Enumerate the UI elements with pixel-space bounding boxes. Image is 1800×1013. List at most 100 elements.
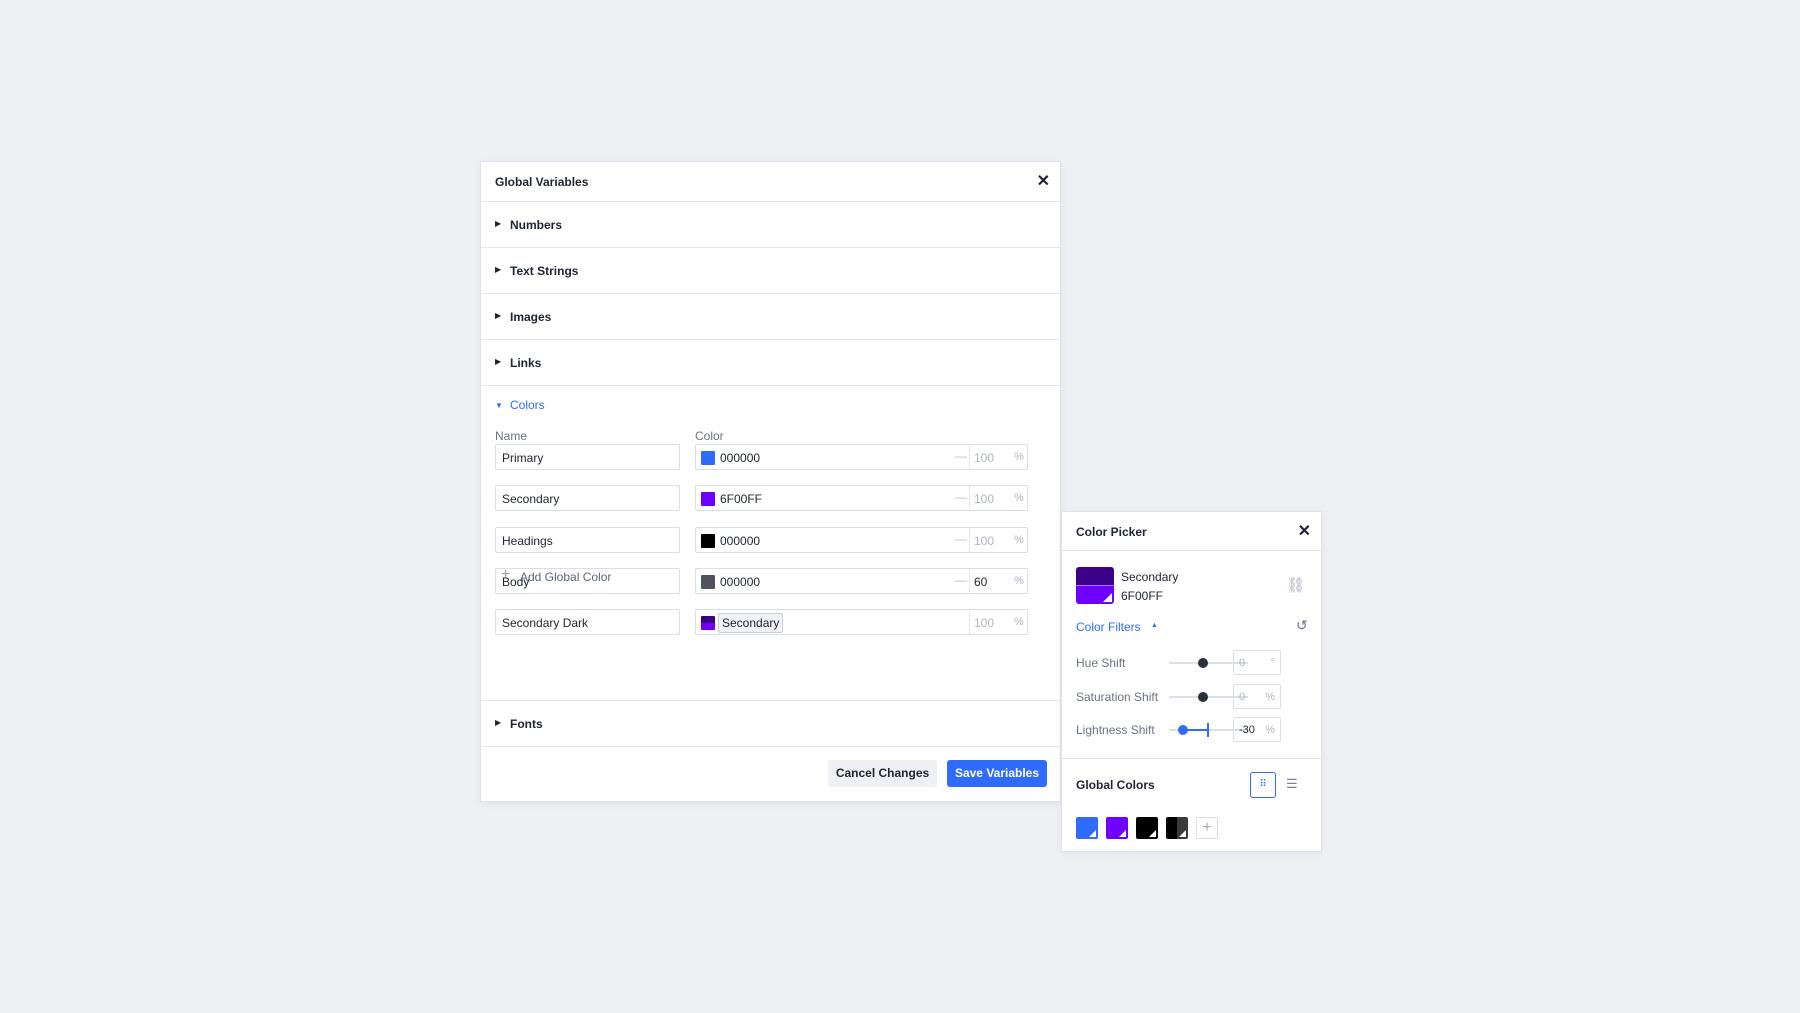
dash: —	[955, 490, 967, 505]
filter-value-input[interactable]: 0 °	[1233, 650, 1281, 675]
filter-value: 0	[1239, 657, 1246, 669]
opacity-value[interactable]: 100	[974, 492, 995, 507]
color-name-input[interactable]: Body	[495, 567, 680, 594]
divider	[969, 486, 970, 511]
list-view-icon[interactable]: ☰	[1286, 776, 1298, 791]
percent-unit: %	[1014, 451, 1024, 463]
opacity-value[interactable]: 60	[974, 574, 988, 589]
filter-unit: °	[1270, 657, 1275, 669]
color-value-input[interactable]: 6F00FF — 100 %	[695, 485, 1028, 512]
dialog-title: Global Variables	[495, 175, 589, 189]
caret-right-icon: ▶	[495, 311, 502, 320]
filter-label: Saturation Shift	[1076, 689, 1159, 704]
section-text-strings[interactable]: ▶ Text Strings	[481, 248, 1060, 294]
percent-unit: %	[1014, 616, 1024, 629]
filter-label: Lightness Shift	[1076, 723, 1155, 737]
divider	[969, 610, 970, 635]
section-links[interactable]: ▶ Links	[481, 340, 1060, 386]
slider-handle[interactable]	[1178, 725, 1188, 735]
opacity-value[interactable]: 100	[974, 533, 995, 548]
unlink-icon[interactable]: ⛓	[1286, 577, 1306, 594]
color-value-input[interactable]: 000000 — 100 %	[695, 444, 1028, 470]
opacity-value[interactable]: 100	[974, 451, 995, 465]
color-name-input[interactable]: Primary	[495, 444, 680, 470]
color-name-input[interactable]: Secondary	[495, 485, 680, 512]
color-value-input[interactable]: 000000 — 60 %	[695, 567, 1028, 594]
color-swatch[interactable]	[701, 492, 715, 507]
filter-value: 0	[1239, 690, 1246, 703]
filter-value-input[interactable]: 0 %	[1233, 683, 1281, 709]
global-variables-dialog: Global Variables ✕ ▶ Numbers ▶ Text String…	[480, 161, 1061, 802]
color-swatch[interactable]	[701, 533, 715, 548]
color-value-input[interactable]: 000000 — 100 %	[695, 526, 1028, 553]
opacity-value[interactable]: 100	[974, 616, 995, 631]
filter-label: Hue Shift	[1076, 656, 1126, 670]
global-color-swatch[interactable]	[1076, 817, 1098, 839]
filter-slider[interactable]	[1169, 723, 1248, 737]
filter-slider[interactable]	[1169, 658, 1248, 668]
caret-up-icon: ▲	[1151, 622, 1158, 629]
plus-icon: +	[501, 566, 511, 583]
section-label: Links	[510, 356, 542, 370]
hex-value: 000000	[720, 451, 761, 465]
cancel-changes-button[interactable]: Cancel Changes	[828, 760, 937, 787]
dash: —	[955, 531, 967, 546]
name-value: Secondary	[502, 492, 560, 507]
color-swatch[interactable]	[701, 616, 715, 631]
section-label: Text Strings	[510, 264, 579, 278]
hex-value: 000000	[720, 533, 761, 548]
name-value: Primary	[502, 451, 544, 465]
color-swatch[interactable]	[701, 574, 715, 589]
add-swatch-button[interactable]: +	[1196, 817, 1218, 839]
linked-variable-tag[interactable]: Secondary	[718, 613, 784, 634]
add-global-color-button[interactable]: Add Global Color	[520, 570, 612, 584]
name-value: Secondary Dark	[502, 616, 589, 631]
filter-slider[interactable]	[1169, 691, 1248, 702]
filter-unit: %	[1265, 724, 1275, 736]
divider	[969, 527, 970, 552]
caret-right-icon: ▶	[495, 265, 502, 274]
colors-section-toggle[interactable]: Colors	[510, 398, 545, 412]
save-variables-button[interactable]: Save Variables	[947, 760, 1047, 787]
grid-view-icon[interactable]: ⠿	[1250, 772, 1276, 798]
global-color-swatch[interactable]	[1106, 817, 1128, 839]
color-filters-toggle[interactable]: Color Filters	[1076, 620, 1141, 634]
color-name-input[interactable]: Secondary Dark	[495, 609, 680, 636]
global-colors-label: Global Colors	[1076, 778, 1155, 792]
color-picker-panel: Color Picker ✕ Secondary 6F00FF ⛓ Color …	[1061, 511, 1322, 852]
global-color-swatch[interactable]	[1166, 817, 1188, 839]
caret-down-icon[interactable]: ▼	[495, 401, 503, 410]
filter-value: -30	[1239, 724, 1255, 736]
hex-value: 000000	[720, 574, 761, 589]
column-header-color: Color	[695, 429, 724, 443]
close-icon[interactable]: ✕	[1297, 523, 1311, 540]
divider	[1062, 758, 1321, 759]
dialog-header: Global Variables ✕	[481, 162, 1060, 202]
slider-handle[interactable]	[1198, 691, 1208, 702]
caret-right-icon: ▶	[495, 357, 502, 366]
section-colors: ▼ Colors Name Color Primary 000000 — 100…	[481, 386, 1060, 701]
color-hex: 6F00FF	[1121, 589, 1164, 603]
section-label: Images	[510, 310, 552, 324]
filter-value-input[interactable]: -30 %	[1233, 717, 1281, 742]
reset-icon[interactable]: ↺	[1296, 617, 1308, 633]
caret-right-icon: ▶	[495, 718, 502, 727]
close-icon[interactable]: ✕	[1036, 173, 1050, 190]
section-images[interactable]: ▶ Images	[481, 294, 1060, 340]
color-swatch[interactable]	[701, 451, 715, 465]
color-name-input[interactable]: Headings	[495, 526, 680, 553]
global-color-swatch[interactable]	[1136, 817, 1158, 839]
percent-unit: %	[1014, 533, 1024, 546]
percent-unit: %	[1014, 492, 1024, 505]
section-numbers[interactable]: ▶ Numbers	[481, 202, 1060, 248]
slider-handle[interactable]	[1198, 658, 1208, 668]
color-preview-swatch[interactable]	[1076, 567, 1114, 604]
name-value: Body	[502, 574, 530, 589]
color-name: Secondary	[1121, 570, 1179, 584]
section-fonts[interactable]: ▶ Fonts	[481, 701, 1060, 747]
column-header-name: Name	[495, 429, 528, 443]
color-value-input[interactable]: Secondary 100 %	[695, 609, 1028, 636]
caret-right-icon: ▶	[495, 219, 502, 228]
dash: —	[955, 572, 967, 587]
filter-unit: %	[1265, 690, 1275, 703]
